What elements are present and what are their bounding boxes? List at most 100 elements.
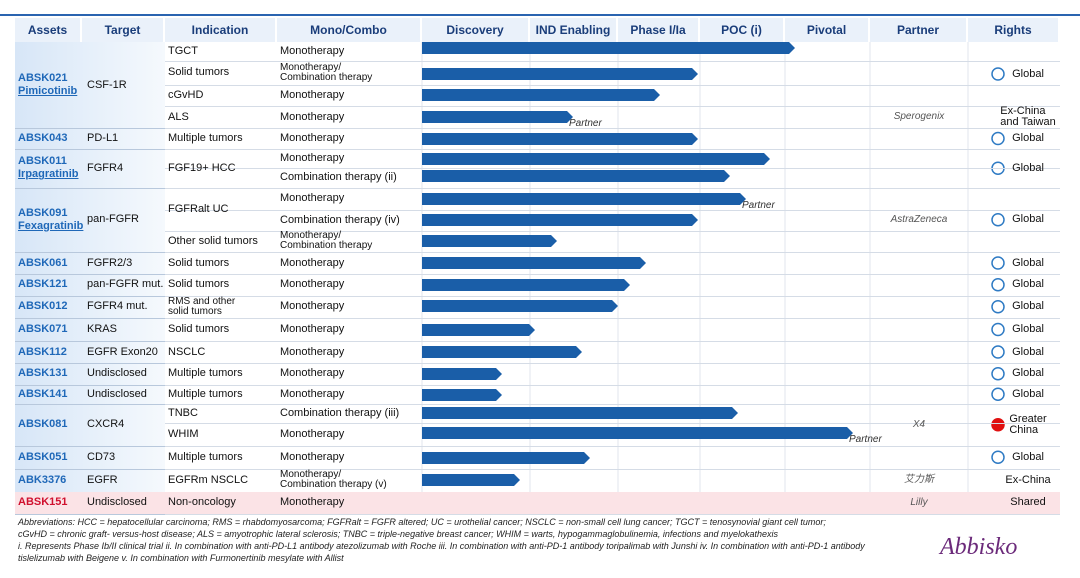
asset-line xyxy=(15,295,165,297)
partner: Sperogenix xyxy=(893,111,945,122)
target: pan-FGFR mut. xyxy=(87,278,164,291)
asset-line xyxy=(15,384,165,386)
row-line xyxy=(165,209,1060,211)
header-cell: Discovery xyxy=(422,18,530,42)
pipeline-bar xyxy=(422,214,698,226)
target: CSF-1R xyxy=(87,78,127,91)
mode: Monotherapy xyxy=(280,45,345,57)
row-line xyxy=(165,61,1060,62)
target: CD73 xyxy=(87,450,116,463)
rights: Global xyxy=(1012,450,1044,463)
asset-code: ABSK012 xyxy=(18,300,68,313)
asset-name: ABSK051 xyxy=(18,446,89,470)
pipeline-bar xyxy=(422,89,660,101)
asset-line xyxy=(15,274,165,275)
target: KRAS xyxy=(87,323,117,335)
pipeline-bar xyxy=(422,193,746,205)
indication: Multiple tumors xyxy=(168,132,243,144)
pipeline-bar xyxy=(422,68,698,80)
rights: Global xyxy=(1012,161,1044,174)
indication: WHIM xyxy=(168,427,199,440)
indication: ALS xyxy=(168,110,189,123)
header-cell: POC (i) xyxy=(700,18,785,42)
pipeline-bar xyxy=(422,170,730,182)
header-cell: Rights xyxy=(968,18,1060,42)
bar-note: Partner xyxy=(569,118,602,129)
mode: Monotherapy xyxy=(280,450,345,463)
target: CXCR4 xyxy=(87,418,125,431)
pipeline-bar xyxy=(422,257,646,269)
pipeline-bar xyxy=(422,389,502,401)
row-line xyxy=(165,84,1060,86)
header-cell: Pivotal xyxy=(785,18,870,42)
row-line xyxy=(165,167,1060,169)
target: FGFR4 xyxy=(87,161,124,174)
row-line xyxy=(165,128,1060,129)
asset-code: ABSK051 xyxy=(18,450,68,463)
asset-line xyxy=(15,445,165,447)
indication: EGFRm NSCLC xyxy=(168,473,249,486)
asset-code: ABSK131 xyxy=(18,367,68,380)
indication: cGvHD xyxy=(168,88,204,101)
row-line xyxy=(165,404,1060,405)
asset-line xyxy=(15,341,165,342)
drug-name: Fexagratinib xyxy=(18,219,84,232)
pipeline-bar xyxy=(422,42,795,54)
row-line xyxy=(165,384,1060,386)
asset-code: ABSK081 xyxy=(18,418,68,431)
rights: Global xyxy=(1012,67,1044,80)
asset-name: ABSK061 xyxy=(18,252,89,274)
header-cell: IND Enabling xyxy=(530,18,618,42)
partner: AstraZeneca xyxy=(890,213,948,225)
asset-name: ABSK011 Irpagratinib xyxy=(18,149,89,188)
pipeline-bar xyxy=(422,427,853,439)
indication: Solid tumors xyxy=(168,256,230,269)
partner: 艾力斯 xyxy=(904,474,934,486)
top-rule xyxy=(0,14,1080,16)
mode: Combination therapy (iii) xyxy=(280,407,400,419)
asset-name: ABSK121 xyxy=(18,274,89,296)
pipeline-bar xyxy=(422,324,535,336)
asset-line xyxy=(15,252,165,253)
mode: Monotherapy xyxy=(280,151,345,164)
mode: Monotherapy xyxy=(280,132,345,144)
partner: X4 xyxy=(912,418,926,430)
footnote: Abbreviations: HCC = hepatocellular carc… xyxy=(18,517,826,527)
target: Undisclosed xyxy=(87,387,147,400)
target: Undisclosed xyxy=(87,496,147,509)
asset-line xyxy=(15,128,165,129)
rights: Shared xyxy=(1010,496,1046,509)
asset-code: ABSK011 xyxy=(18,155,67,168)
asset-name: ABSK012 xyxy=(18,296,89,319)
brand: Abbisko xyxy=(940,534,1018,560)
asset-line xyxy=(15,363,165,364)
target: FGFR4 mut. xyxy=(87,300,148,313)
indication: Non-oncology xyxy=(168,496,236,509)
mode: Monotherapy xyxy=(280,323,345,335)
asset-name: ABSK043 xyxy=(18,128,89,149)
mode: Monotherapy xyxy=(280,496,345,509)
asset-line xyxy=(15,318,165,319)
asset-name: ABSK091 Fexagratinib xyxy=(18,188,89,253)
mode: Monotherapy xyxy=(280,88,345,101)
header-cell: Phase I/Ia xyxy=(618,18,700,42)
asset-code: ABSK071 xyxy=(18,323,68,335)
row-line xyxy=(165,274,1060,275)
mode: Monotherapy/ Combination therapy xyxy=(280,61,373,83)
asset-code: ABSK112 xyxy=(18,345,67,358)
asset-name: ABSK112 xyxy=(18,341,89,363)
indication: Solid tumors xyxy=(168,278,230,291)
mode: Monotherapy xyxy=(280,110,345,123)
indication: RMS and other solid tumors xyxy=(168,295,236,317)
indication: NSCLC xyxy=(168,345,206,358)
row-line xyxy=(165,149,1060,150)
indication: Other solid tumors xyxy=(168,234,258,247)
rights: Global xyxy=(1012,132,1044,144)
pipeline-bar xyxy=(422,279,630,291)
asset-code: ABSK141 xyxy=(18,387,68,400)
row-line xyxy=(165,423,1060,424)
mode: Combination therapy (ii) xyxy=(280,171,397,183)
asset-code: ABSK091 xyxy=(18,206,68,219)
mode: Monotherapy xyxy=(280,192,345,204)
asset-code: ABK3376 xyxy=(18,473,67,486)
